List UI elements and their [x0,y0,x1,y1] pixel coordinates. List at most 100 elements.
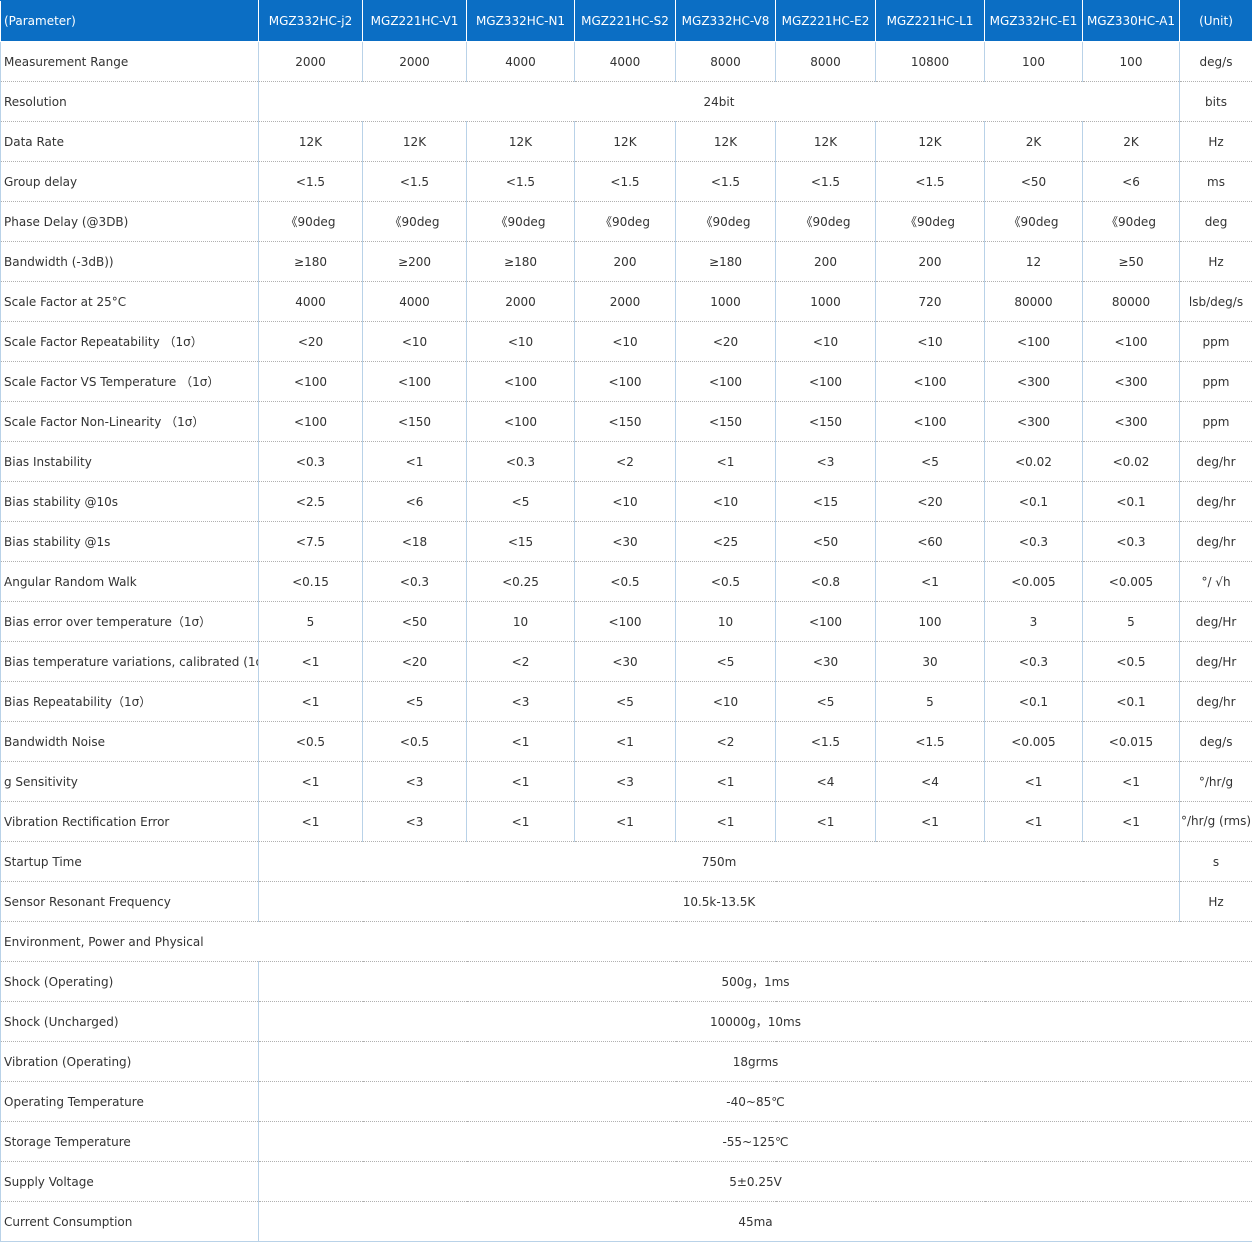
value-cell: <25 [675,521,776,562]
param-cell: Phase Delay (@3DB) [0,201,259,242]
header-model: MGZ221HC-S2 [574,0,676,42]
param-cell: Shock (Operating) [0,961,259,1002]
value-cell: 2000 [258,41,363,82]
value-cell: <0.1 [1082,481,1180,522]
unit-cell: deg/Hr [1179,601,1252,642]
value-cell: <0.015 [1082,721,1180,762]
value-cell: 100 [1082,41,1180,82]
value-cell: 《90deg [362,201,467,242]
value-cell: 2K [1082,121,1180,162]
table-row: Operating Temperature -40~85℃ [0,1081,1252,1122]
value-cell: <30 [574,521,676,562]
unit-cell: s [1179,841,1252,882]
value-cell-merged: 5±0.25V [258,1161,1252,1202]
unit-cell: deg/hr [1179,481,1252,522]
header-parameter: (Parameter) [0,0,259,42]
table-row: Current Consumption 45ma [0,1201,1252,1242]
value-cell: 1000 [775,281,876,322]
value-cell: <100 [258,361,363,402]
table-row: Bias Repeatability（1σ） <1 <5 <3 <5 <10 <5 5 <0.1… [0,681,1252,722]
value-cell: 80000 [1082,281,1180,322]
value-cell: <5 [775,681,876,722]
value-cell: <7.5 [258,521,363,562]
value-cell: <1 [875,561,985,602]
value-cell: <30 [775,641,876,682]
value-cell: 2K [984,121,1083,162]
value-cell: <10 [675,681,776,722]
header-model: MGZ221HC-V1 [362,0,467,42]
value-cell: <1.5 [675,161,776,202]
value-cell: ≥180 [466,241,575,282]
value-cell-merged: -55~125℃ [258,1121,1252,1162]
table-row: Scale Factor Repeatability （1σ） <20 <10 <10… [0,321,1252,362]
value-cell: <1 [574,801,676,842]
value-cell: <10 [574,481,676,522]
header-model: MGZ221HC-E2 [775,0,876,42]
value-cell: <150 [775,401,876,442]
value-cell: <5 [574,681,676,722]
table-row: Bias stability @1s <7.5 <18 <15 <30 <25 <50 <60… [0,521,1252,562]
param-cell: Angular Random Walk [0,561,259,602]
value-cell: ≥180 [258,241,363,282]
value-cell: <100 [675,361,776,402]
param-cell: Bandwidth (-3dB)) [0,241,259,282]
value-cell: <1 [1082,761,1180,802]
value-cell: 5 [258,601,363,642]
value-cell: <60 [875,521,985,562]
param-cell: Measurement Range [0,41,259,82]
value-cell: <0.02 [984,441,1083,482]
value-cell: <5 [675,641,776,682]
unit-cell: Hz [1179,241,1252,282]
value-cell: <0.3 [362,561,467,602]
unit-cell: °/ √h [1179,561,1252,602]
value-cell: 4000 [362,281,467,322]
section-heading: Environment, Power and Physical [0,921,1252,962]
value-cell: <0.5 [1082,641,1180,682]
param-cell: Resolution [0,81,259,122]
value-cell: <1 [466,761,575,802]
header-model: MGZ332HC-V8 [675,0,776,42]
value-cell: <10 [362,321,467,362]
value-cell-merged: 24bit [258,81,1180,122]
value-cell: <0.5 [675,561,776,602]
value-cell: 12K [675,121,776,162]
value-cell-merged: 10.5k-13.5K [258,881,1180,922]
value-cell: <18 [362,521,467,562]
unit-cell: deg/hr [1179,681,1252,722]
table-row: Bandwidth Noise <0.5 <0.5 <1 <1 <2 <1.5 <1.5 <0.… [0,721,1252,762]
value-cell: <100 [875,401,985,442]
value-cell: <1 [258,801,363,842]
value-cell: 100 [984,41,1083,82]
value-cell: 4000 [466,41,575,82]
value-cell: 12K [258,121,363,162]
value-cell: <3 [362,761,467,802]
value-cell: <100 [1082,321,1180,362]
value-cell: <3 [775,441,876,482]
value-cell: 10 [675,601,776,642]
header-model: MGZ330HC-A1 [1082,0,1180,42]
param-cell: Vibration (Operating) [0,1041,259,1082]
value-cell: <1 [875,801,985,842]
header-unit: (Unit) [1179,0,1252,42]
value-cell: 200 [775,241,876,282]
value-cell: <0.02 [1082,441,1180,482]
param-cell: Vibration Rectification Error [0,801,259,842]
table-row: Environment, Power and Physical [0,921,1252,962]
table-body: Measurement Range 2000 2000 4000 4000 8000 800… [0,41,1252,1242]
value-cell: 12K [775,121,876,162]
value-cell: 10 [466,601,575,642]
value-cell: <300 [1082,401,1180,442]
value-cell: <0.25 [466,561,575,602]
unit-cell: °/hr/g [1179,761,1252,802]
value-cell: <6 [1082,161,1180,202]
value-cell: 12 [984,241,1083,282]
value-cell: 2000 [466,281,575,322]
unit-cell: deg/s [1179,721,1252,762]
value-cell: 2000 [574,281,676,322]
param-cell: Scale Factor at 25°C [0,281,259,322]
table-row: Shock (Uncharged) 10000g，10ms [0,1001,1252,1042]
value-cell: 200 [574,241,676,282]
value-cell: <50 [984,161,1083,202]
value-cell: <100 [775,601,876,642]
value-cell: 4000 [574,41,676,82]
